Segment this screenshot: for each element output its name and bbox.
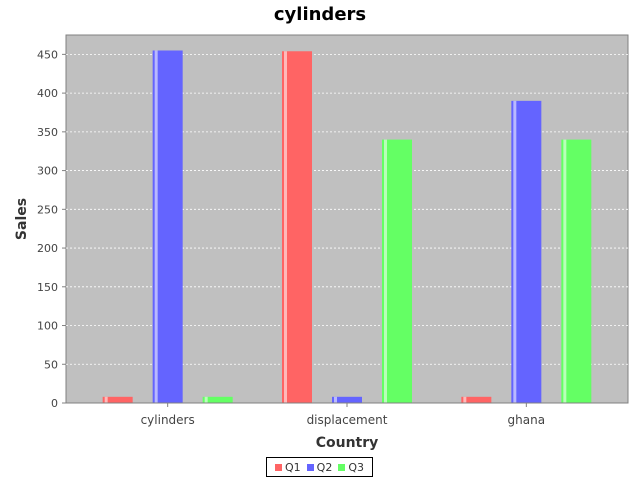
legend-swatch — [338, 463, 346, 471]
legend-item: Q3 — [338, 461, 364, 474]
bar-highlight — [563, 139, 567, 403]
y-tick-label: 150 — [37, 281, 58, 294]
x-tick-label: displacement — [307, 413, 388, 427]
bar-highlight — [384, 139, 387, 403]
y-axis-label: Sales — [14, 198, 30, 240]
legend-swatch — [274, 463, 282, 471]
bar-highlight — [154, 50, 158, 403]
bars — [102, 50, 592, 404]
bar — [102, 396, 133, 403]
x-axis-label: Country — [316, 435, 379, 451]
axes: 0 50 100 150 200 250 300 350 400 450 cylinders disp… — [37, 48, 628, 427]
y-tick-label: 300 — [37, 165, 58, 178]
bar — [332, 396, 362, 403]
bar-highlight — [463, 396, 467, 403]
legend-item: Q1 — [274, 460, 301, 474]
legend-label: Q2 — [316, 460, 333, 474]
legend-label: Q3 — [348, 460, 364, 474]
y-tick-label: 200 — [37, 242, 58, 255]
legend-label: Q1 — [284, 460, 301, 474]
bar-highlight — [204, 396, 208, 403]
bar — [202, 396, 233, 403]
x-tick-label: ghana — [508, 413, 546, 427]
y-tick-label: 450 — [37, 48, 58, 61]
bar-highlight — [104, 396, 108, 403]
y-tick-label: 400 — [37, 87, 58, 100]
bar — [511, 100, 542, 403]
x-tick-label: cylinders — [141, 413, 195, 427]
y-tick-label: 50 — [44, 358, 58, 371]
bar — [461, 396, 492, 403]
legend: Q1 Q2 Q3 — [266, 457, 373, 477]
y-tick-label: 0 — [51, 397, 58, 410]
bar-highlight — [334, 396, 337, 403]
bar-highlight — [513, 100, 517, 403]
legend-item: Q2 — [306, 460, 333, 474]
chart-title: cylinders — [274, 4, 366, 25]
legend-swatch — [306, 463, 314, 471]
y-tick-label: 250 — [37, 203, 58, 216]
bar-highlight — [284, 51, 287, 404]
plot-area — [65, 34, 629, 404]
y-tick-label: 100 — [37, 320, 58, 333]
y-tick-label: 350 — [37, 126, 58, 139]
